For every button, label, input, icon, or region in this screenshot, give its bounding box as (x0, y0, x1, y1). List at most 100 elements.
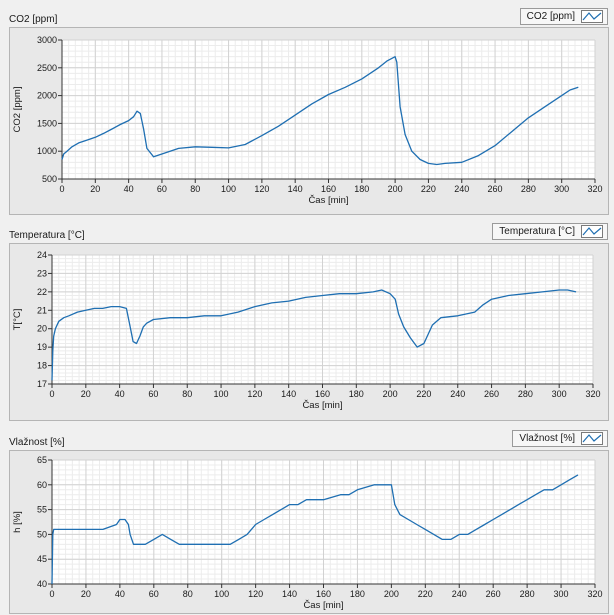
y-tick-label: 20 (37, 324, 47, 334)
x-tick-label: 0 (49, 589, 54, 599)
x-tick-label: 260 (488, 184, 503, 194)
series-line (51, 289, 577, 381)
x-tick-label: 60 (149, 589, 159, 599)
line-style-icon[interactable] (581, 225, 603, 238)
x-tick-label: 0 (59, 184, 64, 194)
y-tick-label: 18 (37, 361, 47, 371)
x-tick-label: 160 (316, 589, 331, 599)
x-tick-label: 280 (521, 184, 536, 194)
x-tick-label: 60 (157, 184, 167, 194)
x-tick-label: 220 (416, 389, 431, 399)
major-grid (61, 39, 596, 180)
y-axis-title: h [%] (12, 511, 23, 533)
x-tick-label: 240 (450, 389, 465, 399)
x-tick-label: 320 (587, 184, 602, 194)
x-tick-label: 40 (124, 184, 134, 194)
x-tick-label: 20 (90, 184, 100, 194)
x-tick-label: 140 (288, 184, 303, 194)
x-tick-label: 160 (315, 389, 330, 399)
y-axis-title: T[°C] (12, 309, 23, 331)
x-tick-label: 40 (115, 389, 125, 399)
y-tick-label: 50 (37, 529, 47, 539)
x-tick-label: 320 (585, 389, 600, 399)
x-tick-label: 280 (518, 389, 533, 399)
x-tick-label: 0 (49, 389, 54, 399)
x-tick-label: 100 (214, 389, 229, 399)
y-tick-label: 22 (37, 287, 47, 297)
x-tick-label: 140 (281, 389, 296, 399)
humidity-chart[interactable]: 0 20 40 60 80 100 120 140 160 180 200 220 240 260 280 3… (10, 451, 610, 615)
x-tick-label: 40 (115, 589, 125, 599)
x-tick-label: 20 (81, 589, 91, 599)
co2-legend-label: CO2 [ppm] (526, 11, 575, 22)
x-tick-label: 200 (384, 589, 399, 599)
x-tick-label: 80 (183, 589, 193, 599)
co2-chart[interactable]: 0 20 40 60 80 100 120 140 160 180 200 220 240 260 280 3… (10, 28, 610, 216)
humidity-legend[interactable]: Vlažnost [%] (512, 430, 608, 447)
x-tick-label: 60 (148, 389, 158, 399)
x-tick-label: 120 (254, 184, 269, 194)
x-tick-label: 20 (81, 389, 91, 399)
humidity-chart-title: Vlažnost [%] (9, 437, 65, 448)
co2-legend[interactable]: CO2 [ppm] (519, 8, 608, 25)
series-line (61, 56, 579, 166)
x-tick-label: 180 (349, 389, 364, 399)
y-tick-label: 1000 (37, 146, 57, 156)
x-tick-label: 220 (418, 589, 433, 599)
temperature-chart-title: Temperatura [°C] (9, 230, 85, 241)
y-tick-label: 55 (37, 505, 47, 515)
y-tick-label: 24 (37, 250, 47, 260)
x-tick-label: 200 (388, 184, 403, 194)
co2-chart-title: CO2 [ppm] (9, 14, 58, 25)
line-style-icon[interactable] (581, 10, 603, 23)
x-axis-title: Čas [min] (302, 400, 342, 411)
co2-chart-frame: 0 20 40 60 80 100 120 140 160 180 200 220 240 260 280 3… (9, 27, 609, 215)
x-axis-title: Čas [min] (308, 195, 348, 206)
y-tick-label: 45 (37, 554, 47, 564)
humidity-chart-frame: 0 20 40 60 80 100 120 140 160 180 200 220 240 260 280 3… (9, 450, 609, 614)
y-tick-label: 23 (37, 268, 47, 278)
x-tick-label: 80 (182, 389, 192, 399)
x-tick-label: 120 (248, 589, 263, 599)
x-tick-label: 120 (247, 389, 262, 399)
y-tick-label: 500 (42, 174, 57, 184)
y-tick-label: 1500 (37, 118, 57, 128)
temperature-chart-frame: 0 20 40 60 80 100 120 140 160 180 200 220 240 260 280 3… (9, 243, 609, 421)
x-tick-label: 300 (554, 184, 569, 194)
y-tick-label: 2500 (37, 63, 57, 73)
y-tick-label: 3000 (37, 35, 57, 45)
x-tick-label: 180 (354, 184, 369, 194)
x-tick-label: 200 (383, 389, 398, 399)
y-tick-label: 2000 (37, 91, 57, 101)
line-style-icon[interactable] (581, 432, 603, 445)
temperature-chart[interactable]: 0 20 40 60 80 100 120 140 160 180 200 220 240 260 280 3… (10, 244, 610, 422)
x-axis-title: Čas [min] (303, 600, 343, 611)
y-tick-label: 19 (37, 342, 47, 352)
x-tick-label: 260 (486, 589, 501, 599)
series-line (51, 474, 579, 585)
x-tick-label: 280 (520, 589, 535, 599)
y-tick-label: 65 (37, 455, 47, 465)
temperature-legend[interactable]: Temperatura [°C] (492, 223, 608, 240)
y-tick-label: 40 (37, 579, 47, 589)
x-tick-label: 100 (221, 184, 236, 194)
x-tick-label: 140 (282, 589, 297, 599)
x-tick-label: 100 (214, 589, 229, 599)
x-tick-label: 240 (454, 184, 469, 194)
x-tick-label: 240 (452, 589, 467, 599)
x-tick-label: 300 (554, 589, 569, 599)
x-tick-label: 260 (484, 389, 499, 399)
temperature-legend-label: Temperatura [°C] (499, 226, 575, 237)
x-tick-label: 300 (552, 389, 567, 399)
x-tick-label: 160 (321, 184, 336, 194)
x-tick-label: 80 (190, 184, 200, 194)
y-axis-title: CO2 [ppm] (12, 87, 23, 133)
y-tick-label: 60 (37, 480, 47, 490)
y-tick-label: 21 (37, 305, 47, 315)
x-tick-label: 320 (587, 589, 602, 599)
humidity-legend-label: Vlažnost [%] (519, 433, 575, 444)
x-tick-label: 220 (421, 184, 436, 194)
y-tick-label: 17 (37, 379, 47, 389)
x-tick-label: 180 (350, 589, 365, 599)
